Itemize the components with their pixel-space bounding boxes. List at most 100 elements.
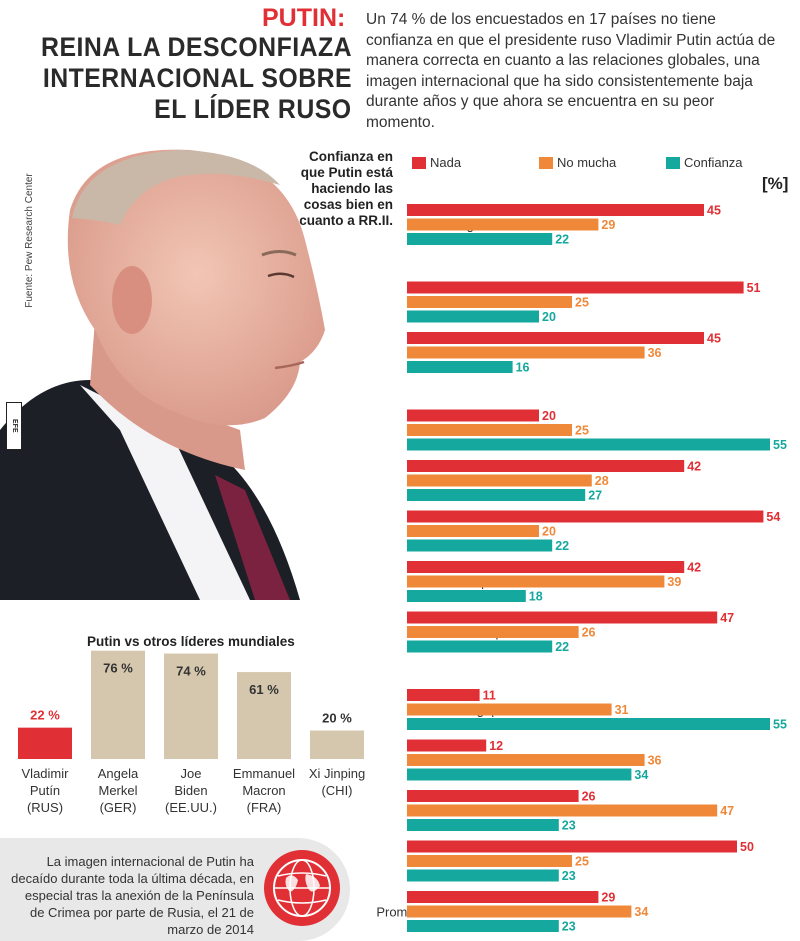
value-label-nada: 20 bbox=[542, 409, 556, 423]
bar-confianza bbox=[407, 819, 559, 831]
leader-name-label: (CHI) bbox=[321, 783, 352, 798]
bar-no-mucha bbox=[407, 296, 572, 308]
leader-bar bbox=[18, 727, 72, 759]
legend-label-nada: Nada bbox=[430, 155, 462, 170]
value-label-confianza: 55 bbox=[773, 438, 787, 452]
leader-name-label: Putín bbox=[30, 783, 60, 798]
leader-name-label: (EE.UU.) bbox=[165, 800, 217, 815]
value-label-no-mucha: 47 bbox=[720, 804, 734, 818]
bar-nada bbox=[407, 332, 704, 344]
bar-nada bbox=[407, 739, 487, 752]
leader-name-label: Emmanuel bbox=[233, 766, 295, 781]
value-label-no-mucha: 20 bbox=[542, 525, 556, 539]
bar-confianza bbox=[407, 718, 770, 730]
value-label-confianza: 23 bbox=[562, 819, 576, 833]
bar-confianza bbox=[407, 590, 526, 602]
leader-name-label: Xi Jinping bbox=[309, 766, 365, 781]
putin-portrait bbox=[0, 149, 326, 600]
bar-nada bbox=[407, 891, 599, 903]
efe-logo: EFE bbox=[6, 402, 22, 450]
legend-label-confianza: Confianza bbox=[684, 155, 743, 170]
title-kicker: PUTIN: bbox=[262, 4, 346, 32]
value-label-no-mucha: 34 bbox=[634, 905, 648, 919]
bar-nada bbox=[407, 204, 704, 216]
bar-no-mucha bbox=[407, 575, 665, 588]
value-label-confianza: 22 bbox=[555, 539, 569, 553]
value-label-nada: 29 bbox=[601, 891, 615, 905]
value-label-confianza: 34 bbox=[634, 768, 648, 782]
value-label-nada: 42 bbox=[687, 460, 701, 474]
bar-confianza bbox=[407, 438, 770, 451]
leader-name-label: Vladimir bbox=[22, 766, 70, 781]
leader-name-label: Macron bbox=[242, 783, 285, 798]
bar-no-mucha bbox=[407, 703, 612, 716]
value-label-no-mucha: 26 bbox=[582, 626, 596, 640]
leader-bar bbox=[91, 650, 145, 759]
bar-no-mucha bbox=[407, 905, 632, 918]
globe-icon bbox=[264, 850, 340, 926]
bar-no-mucha bbox=[407, 754, 645, 766]
bar-nada bbox=[407, 510, 764, 523]
value-label-no-mucha: 36 bbox=[648, 754, 662, 768]
leader-value-label: 76 % bbox=[103, 661, 133, 676]
leader-name-label: Angela bbox=[98, 766, 139, 781]
bar-no-mucha bbox=[407, 346, 645, 359]
value-label-nada: 54 bbox=[766, 510, 780, 524]
bar-confianza bbox=[407, 233, 553, 245]
title-line-3: EL LÍDER RUSO bbox=[154, 94, 352, 124]
bar-confianza bbox=[407, 539, 553, 552]
leader-bar bbox=[164, 653, 218, 759]
value-label-nada: 11 bbox=[483, 689, 496, 703]
leader-value-label: 61 % bbox=[249, 682, 279, 697]
bar-confianza bbox=[407, 920, 559, 932]
leader-name-label: Merkel bbox=[98, 783, 137, 798]
leader-name-label: (RUS) bbox=[27, 800, 63, 815]
value-label-nada: 45 bbox=[707, 204, 721, 218]
bar-nada bbox=[407, 790, 579, 802]
intro-text: Un 74 % de los encuestados en 17 países … bbox=[366, 11, 776, 131]
leader-name-label: (FRA) bbox=[247, 800, 282, 815]
bar-no-mucha bbox=[407, 424, 572, 436]
chart-question: Confianza en que Putin está haciendo las… bbox=[299, 149, 393, 228]
value-label-nada: 42 bbox=[687, 561, 701, 575]
bar-nada bbox=[407, 840, 737, 853]
legend-swatch-no-mucha bbox=[539, 157, 553, 169]
value-label-no-mucha: 25 bbox=[575, 855, 589, 869]
value-label-no-mucha: 25 bbox=[575, 424, 589, 438]
leader-bar bbox=[237, 672, 291, 759]
leader-value-label: 22 % bbox=[30, 708, 60, 723]
value-label-confianza: 23 bbox=[562, 869, 576, 883]
bar-confianza bbox=[407, 768, 632, 781]
leader-name-label: Joe bbox=[181, 766, 202, 781]
bar-no-mucha bbox=[407, 855, 572, 867]
value-label-no-mucha: 36 bbox=[648, 346, 662, 360]
value-label-no-mucha: 29 bbox=[601, 218, 615, 232]
value-label-no-mucha: 25 bbox=[575, 296, 589, 310]
value-label-confianza: 55 bbox=[773, 718, 787, 732]
value-label-nada: 45 bbox=[707, 332, 721, 346]
leader-name-label: Biden bbox=[174, 783, 207, 798]
value-label-nada: 51 bbox=[747, 281, 761, 295]
title-line-2: INTERNACIONAL SOBRE bbox=[42, 63, 352, 93]
leader-value-label: 20 % bbox=[322, 711, 352, 726]
value-label-no-mucha: 31 bbox=[615, 703, 629, 717]
value-label-no-mucha: 39 bbox=[667, 575, 681, 589]
bar-nada bbox=[407, 611, 718, 624]
bar-confianza bbox=[407, 640, 553, 653]
value-label-confianza: 16 bbox=[516, 361, 530, 375]
bar-no-mucha bbox=[407, 525, 539, 537]
bar-confianza bbox=[407, 361, 513, 373]
value-label-nada: 26 bbox=[582, 790, 596, 804]
value-label-no-mucha: 28 bbox=[595, 474, 609, 488]
bar-no-mucha bbox=[407, 804, 718, 817]
legend-label-no-mucha: No mucha bbox=[557, 155, 617, 170]
value-label-nada: 50 bbox=[740, 840, 754, 854]
bar-nada bbox=[407, 281, 744, 294]
leader-value-label: 74 % bbox=[176, 664, 206, 679]
bar-nada bbox=[407, 561, 685, 573]
leader-bar bbox=[310, 730, 364, 759]
bar-confianza bbox=[407, 869, 559, 882]
value-label-confianza: 23 bbox=[562, 920, 576, 934]
